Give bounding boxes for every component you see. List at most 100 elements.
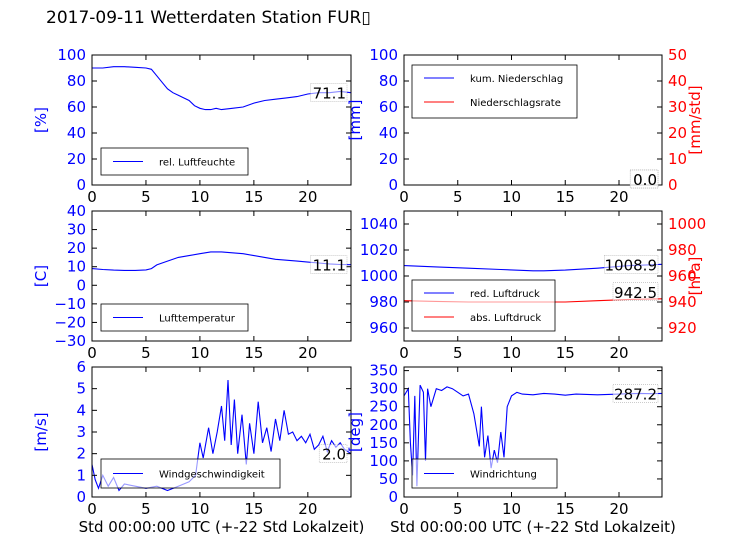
pressure-ytick-label: 1020 xyxy=(360,241,398,259)
winddir-ytick-label: 300 xyxy=(369,380,398,398)
precip-xtick-label: 0 xyxy=(399,188,409,206)
humidity-xtick-label: 15 xyxy=(244,188,263,206)
humidity-ytick-label: 100 xyxy=(57,46,86,64)
temperature-ytick-label: −30 xyxy=(54,332,86,350)
temperature-frame xyxy=(91,210,352,342)
precip-ytick-label-right: 50 xyxy=(668,46,687,64)
humidity-value-label-box xyxy=(310,83,348,102)
temperature-ytick-label: 10 xyxy=(67,258,86,276)
winddir-ytick-label: 200 xyxy=(369,416,398,434)
humidity-ytick-label: 80 xyxy=(67,72,86,90)
humidity-ytick-label: 60 xyxy=(67,98,86,116)
winddir-ytick-label: 100 xyxy=(369,452,398,470)
precip-xtick-label: 10 xyxy=(502,188,521,206)
humidity-ylabel: [%] xyxy=(32,107,50,133)
windspeed-ytick-label: 2 xyxy=(76,445,86,463)
winddir-value-label-box xyxy=(612,384,659,403)
pressure-ytick-label: 980 xyxy=(369,293,398,311)
precip-ytick-label-right: 20 xyxy=(668,124,687,142)
winddir-ylabel: [deg] xyxy=(346,412,364,452)
precip-xtick-label: 5 xyxy=(453,188,463,206)
winddir-ytick-label: 150 xyxy=(369,434,398,452)
precip-legend: kum. Niederschlag Niederschlagsrate xyxy=(411,64,578,119)
windspeed-ytick-label: 1 xyxy=(76,466,86,484)
precip-value-label-right-box xyxy=(629,169,659,189)
winddir-xtick-label: 20 xyxy=(609,500,628,518)
winddir-legend: Windrichtung xyxy=(411,458,558,489)
precip-ylabel-right: [mm/std] xyxy=(686,85,704,154)
precip-legend-frame xyxy=(411,64,578,119)
winddir-ytick-label: 250 xyxy=(369,398,398,416)
temperature-xtick-label: 10 xyxy=(190,344,209,362)
precip-frame xyxy=(403,54,663,186)
windspeed-value-label: 2.0 xyxy=(322,446,346,464)
winddir-xtick-label: 15 xyxy=(556,500,575,518)
windspeed-ytick-label: 3 xyxy=(76,423,86,441)
precip-ytick-label: 20 xyxy=(379,150,398,168)
temperature-value-label-box xyxy=(310,255,348,274)
precip-value-label-right: 0.0 xyxy=(633,171,657,189)
temperature-ytick-label: 40 xyxy=(67,202,86,220)
temperature-xtick-label: 5 xyxy=(141,344,151,362)
precip-legend-label-1: Niederschlagsrate xyxy=(470,98,561,109)
temperature-value-label: 11.1 xyxy=(313,257,346,275)
humidity-xtick-label: 5 xyxy=(141,188,151,206)
precip-xtick-label: 15 xyxy=(556,188,575,206)
pressure-xtick-label: 0 xyxy=(399,344,409,362)
figure-title: 2017-09-11 Wetterdaten Station FUR▯ xyxy=(46,8,371,28)
temperature-ytick-label: 20 xyxy=(67,239,86,257)
windspeed-legend: Windgeschwindigkeit xyxy=(100,458,281,489)
windspeed-xtick-label: 20 xyxy=(298,500,317,518)
temperature-xtick-label: 20 xyxy=(298,344,317,362)
winddir-legend-label-0: Windrichtung xyxy=(470,470,537,481)
windspeed-legend-label-0: Windgeschwindigkeit xyxy=(159,470,265,481)
windspeed-ytick-label: 5 xyxy=(76,380,86,398)
winddir-ytick-label: 0 xyxy=(388,488,398,506)
humidity-frame xyxy=(91,54,352,186)
winddir-ytick-label: 50 xyxy=(379,470,398,488)
temperature-xtick-label: 15 xyxy=(244,344,263,362)
pressure-ytick-label-right: 1000 xyxy=(668,215,706,233)
pressure-xtick-label: 10 xyxy=(502,344,521,362)
precip-ytick-label: 80 xyxy=(379,72,398,90)
precip-legend-label-0: kum. Niederschlag xyxy=(470,74,563,85)
precip-ytick-label-right: 10 xyxy=(668,150,687,168)
pressure-legend: red. Luftdruck abs. Luftdruck xyxy=(411,279,556,332)
pressure-ytick-label: 960 xyxy=(369,319,398,337)
windspeed-ytick-label: 0 xyxy=(76,488,86,506)
windspeed-xtick-label: 5 xyxy=(141,500,151,518)
precip-ytick-label: 0 xyxy=(388,176,398,194)
humidity-value-label: 71.1 xyxy=(313,85,346,103)
pressure-ytick-label-right: 940 xyxy=(668,293,697,311)
temperature-xtick-label: 0 xyxy=(87,344,97,362)
pressure-ytick-label: 1040 xyxy=(360,215,398,233)
pressure-ytick-label-right: 920 xyxy=(668,319,697,337)
humidity-xtick-label: 0 xyxy=(87,188,97,206)
humidity-ytick-label: 0 xyxy=(76,176,86,194)
pressure-ytick-label-right: 980 xyxy=(668,241,697,259)
windspeed-xtick-label: 10 xyxy=(190,500,209,518)
humidity-panel: 0 5 10 15 20 0 20 40 60 80 100 [%] 71.1 rel. Luftfeuc… xyxy=(32,46,352,206)
precip-ytick-label: 100 xyxy=(369,46,398,64)
temperature-series-0-line xyxy=(92,251,351,271)
humidity-legend-label-0: rel. Luftfeuchte xyxy=(159,158,235,169)
pressure-value-label-right: 942.5 xyxy=(614,284,657,302)
humidity-legend: rel. Luftfeuchte xyxy=(100,147,249,176)
humidity-ytick-label: 40 xyxy=(67,124,86,142)
winddir-xlabel: Std 00:00:00 UTC (+-22 Std Lokalzeit) xyxy=(390,518,676,536)
windspeed-ylabel: [m/s] xyxy=(32,412,50,451)
pressure-value-label: 1008.9 xyxy=(605,256,658,274)
humidity-series-0-line xyxy=(92,66,351,111)
pressure-xtick-label: 20 xyxy=(609,344,628,362)
winddir-frame xyxy=(403,366,663,498)
pressure-legend-frame xyxy=(411,279,556,332)
precip-ylabel: [mm] xyxy=(346,100,364,141)
winddir-value-label: 287.2 xyxy=(614,385,657,403)
temperature-ytick-label: −20 xyxy=(54,313,86,331)
pressure-panel: 0 5 10 15 20 960 980 1000 1020 1040 920 940 960 980 10… xyxy=(360,210,706,362)
pressure-value-label-right-box xyxy=(612,282,659,301)
winddir-ytick-label: 350 xyxy=(369,362,398,380)
precip-ytick-label-right: 0 xyxy=(668,176,678,194)
